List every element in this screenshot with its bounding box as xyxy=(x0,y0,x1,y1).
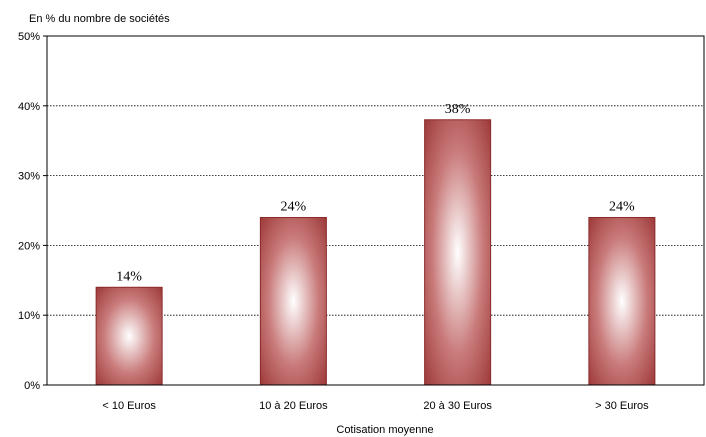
y-axis-label: En % du nombre de sociétés xyxy=(29,13,170,25)
bars: 14% 24% 38% 24% xyxy=(95,102,656,386)
data-label: 14% xyxy=(116,269,142,284)
plot-frame xyxy=(46,35,705,386)
y-tick-label: 30% xyxy=(18,171,40,183)
x-axis-label: Cotisation moyenne xyxy=(336,424,433,436)
x-ticks: < 10 Euros 10 à 20 Euros 20 à 30 Euros > 30… xyxy=(102,400,649,412)
data-label: 38% xyxy=(445,102,471,117)
y-tick-label: 50% xyxy=(18,31,40,43)
x-tick-label: < 10 Euros xyxy=(102,400,156,412)
y-tick-label: 10% xyxy=(18,310,40,322)
y-tick-label: 20% xyxy=(18,240,40,252)
bar xyxy=(588,216,656,386)
data-label: 24% xyxy=(609,199,635,214)
x-tick-label: 10 à 20 Euros xyxy=(259,400,328,412)
bar xyxy=(95,286,163,386)
x-tick-label: > 30 Euros xyxy=(595,400,649,412)
y-tick-label: 0% xyxy=(24,380,40,392)
data-label: 24% xyxy=(281,199,307,214)
y-tick-label: 40% xyxy=(18,101,40,113)
y-ticks: 0% 10% 20% 30% 40% 50% xyxy=(18,31,47,392)
bar xyxy=(424,119,492,386)
bar xyxy=(259,216,327,386)
x-tick-label: 20 à 30 Euros xyxy=(423,400,492,412)
